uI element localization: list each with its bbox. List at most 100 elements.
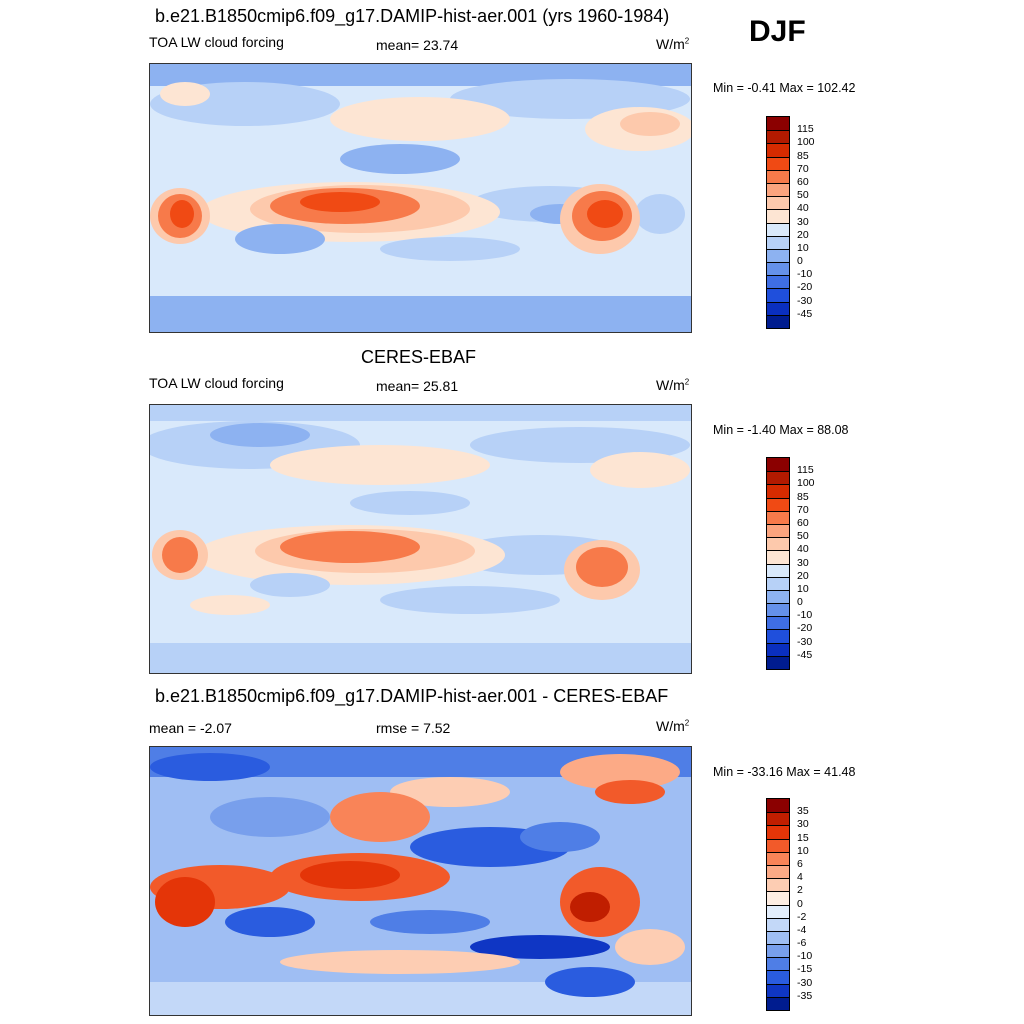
colorbar-swatch — [767, 156, 789, 170]
colorbar-swatch — [767, 616, 789, 630]
colorbar-tick-label: -2 — [797, 910, 807, 923]
season-label: DJF — [749, 15, 806, 48]
colorbar-swatch — [767, 484, 789, 498]
colorbar-tick-label: 40 — [797, 543, 809, 556]
colorbar-swatch — [767, 523, 789, 538]
units-label: W/m2 — [656, 36, 690, 52]
colorbar-swatch — [767, 603, 789, 617]
colorbar-swatch — [767, 812, 789, 826]
colorbar-swatch — [767, 891, 789, 905]
colorbar-swatch — [767, 629, 789, 643]
contour-field — [150, 64, 691, 332]
contour-field — [150, 405, 691, 673]
colorbar-tick-label: -30 — [797, 976, 813, 989]
colorbar-swatch — [767, 655, 789, 669]
colorbar-swatch — [767, 182, 789, 197]
contour-field — [150, 747, 691, 1015]
colorbar-tick-label: 30 — [797, 215, 809, 228]
colorbar-tick-label: -45 — [797, 307, 813, 320]
colorbar-swatch — [767, 510, 789, 524]
colorbar-tick-label: 10 — [797, 241, 809, 254]
variable-label: TOA LW cloud forcing — [149, 375, 284, 391]
colorbar-swatch — [767, 563, 789, 577]
colorbar-tick-label: -10 — [797, 950, 813, 963]
variable-label: TOA LW cloud forcing — [149, 34, 284, 50]
colorbar-boxes — [767, 117, 789, 328]
colorbar-swatch — [767, 222, 789, 236]
colorbar-difference — [766, 798, 790, 1011]
colorbar-tick-label: -45 — [797, 648, 813, 661]
colorbar-swatch — [767, 996, 789, 1010]
colorbar-swatch — [767, 209, 789, 223]
colorbar-swatch — [767, 642, 789, 656]
colorbar-tick-label: 35 — [797, 805, 809, 818]
colorbar-swatch — [767, 169, 789, 183]
colorbar-tick-label: 10 — [797, 844, 809, 857]
colorbar-tick-label: 0 — [797, 897, 803, 910]
mean-label: mean= 23.74 — [376, 37, 459, 53]
colorbar-tick-label: 2 — [797, 884, 803, 897]
colorbar-tick-label: 50 — [797, 189, 809, 202]
colorbar-tick-label: 70 — [797, 503, 809, 516]
colorbar-swatch — [767, 235, 789, 249]
colorbar-swatch — [767, 825, 789, 839]
colorbar-tick-label: 20 — [797, 569, 809, 582]
colorbar-tick-label: 40 — [797, 202, 809, 215]
colorbar-swatch — [767, 576, 789, 590]
colorbar-tick-label: -10 — [797, 268, 813, 281]
colorbar-tick-label: 0 — [797, 255, 803, 268]
colorbar-swatch — [767, 275, 789, 289]
units-label: W/m2 — [656, 718, 690, 734]
colorbar-tick-label: 60 — [797, 175, 809, 188]
colorbar-tick-label: 6 — [797, 857, 803, 870]
min-max-label: Min = -0.41 Max = 102.42 — [713, 81, 856, 95]
colorbar-tick-label: 85 — [797, 490, 809, 503]
min-max-label: Min = -33.16 Max = 41.48 — [713, 765, 856, 779]
colorbar-tick-label: 15 — [797, 831, 809, 844]
colorbar-swatch — [767, 196, 789, 210]
mean-label: mean= 25.81 — [376, 378, 459, 394]
colorbar-boxes — [767, 458, 789, 669]
min-max-label: Min = -1.40 Max = 88.08 — [713, 423, 849, 437]
colorbar-swatch — [767, 838, 789, 852]
map-difference — [149, 746, 692, 1016]
colorbar-tick-label: 100 — [797, 477, 815, 490]
colorbar-swatch — [767, 944, 789, 958]
colorbar-observations — [766, 457, 790, 670]
colorbar-tick-label: 115 — [797, 464, 814, 477]
colorbar-swatch — [767, 537, 789, 551]
colorbar-swatch — [767, 589, 789, 604]
colorbar-tick-label: 0 — [797, 596, 803, 609]
colorbar-swatch — [767, 904, 789, 918]
colorbar-tick-label: 20 — [797, 228, 809, 241]
colorbar-tick-label: 85 — [797, 149, 809, 162]
colorbar-tick-label: 30 — [797, 556, 809, 569]
colorbar-tick-label: -20 — [797, 281, 813, 294]
colorbar-swatch — [767, 497, 789, 511]
colorbar-swatch — [767, 799, 789, 813]
colorbar-swatch — [767, 957, 789, 971]
colorbar-tick-label: 30 — [797, 818, 809, 831]
colorbar-tick-label: 60 — [797, 516, 809, 529]
map-observations — [149, 404, 692, 674]
colorbar-swatch — [767, 878, 789, 892]
colorbar-swatch — [767, 930, 789, 945]
colorbar-swatch — [767, 550, 789, 564]
panel-title: b.e21.B1850cmip6.f09_g17.DAMIP-hist-aer.… — [155, 6, 670, 26]
colorbar-swatch — [767, 301, 789, 315]
units-label: W/m2 — [656, 377, 690, 393]
colorbar-tick-label: -6 — [797, 937, 807, 950]
colorbar-swatch — [767, 288, 789, 302]
colorbar-boxes — [767, 799, 789, 1010]
colorbar-swatch — [767, 970, 789, 984]
colorbar-tick-label: -15 — [797, 963, 813, 976]
panel-title: b.e21.B1850cmip6.f09_g17.DAMIP-hist-aer.… — [155, 686, 669, 706]
colorbar-tick-label: 115 — [797, 123, 814, 136]
colorbar-tick-label: -30 — [797, 294, 813, 307]
rmse-label: rmse = 7.52 — [376, 720, 451, 736]
colorbar-swatch — [767, 143, 789, 157]
colorbar-tick-label: 70 — [797, 162, 809, 175]
diff-mean-label: mean = -2.07 — [149, 720, 232, 736]
colorbar-tick-label: -10 — [797, 609, 813, 622]
colorbar-swatch — [767, 851, 789, 865]
